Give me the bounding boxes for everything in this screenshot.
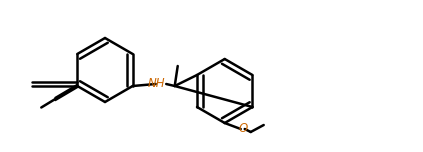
Text: NH: NH — [148, 77, 165, 90]
Text: O: O — [239, 122, 248, 135]
